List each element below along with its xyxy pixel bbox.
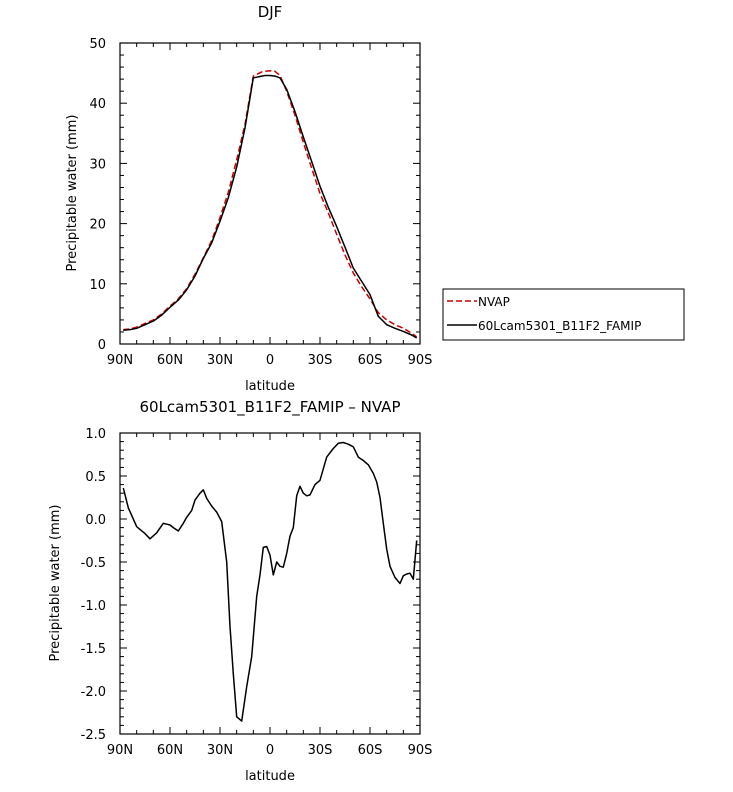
y-tick-label: 1.0 [85,427,106,442]
x-tick-label: 30S [308,353,333,368]
y-tick-label: -1.0 [81,599,106,614]
x-tick-label: 90S [408,353,433,368]
x-tick-label: 30S [308,743,333,758]
x-tick-label: 60N [157,743,183,758]
chart-1: DJF 90N 60N 30N 0 30S 60S 90S 0 10 20 30 40 50 latitud… [65,3,685,394]
y-tick-label: -2.0 [81,685,106,700]
chart-title: 60Lcam5301_B11F2_FAMIP – NVAP [139,398,400,417]
legend-entry: 60Lcam5301_B11F2_FAMIP [478,319,641,333]
y-tick-label: 0 [98,338,106,353]
series-line [122,441,418,722]
plot-frame [119,42,421,345]
y-tick-label: 10 [89,278,106,293]
chart-2: 60Lcam5301_B11F2_FAMIP – NVAP 90N 60N 30N 0 3… [48,398,432,784]
x-axis-label: latitude [245,379,295,394]
y-tick-label: 30 [89,157,106,172]
x-tick-label: 90S [408,743,433,758]
series-line-nvap [123,69,418,338]
chart-title: DJF [258,3,283,21]
legend: NVAP 60Lcam5301_B11F2_FAMIP [442,288,685,341]
x-tick-label: 30N [207,743,233,758]
y-tick-label: 0.5 [85,470,106,485]
y-axis-label: Precipitable water (mm) [48,505,63,662]
y-tick-label: -0.5 [81,556,106,571]
x-tick-label: 90N [107,743,133,758]
x-tick-label: 60N [157,353,183,368]
x-tick-label: 0 [266,353,274,368]
series-line-60lcam5301-b11f2-famip [123,74,418,339]
y-tick-label: 50 [89,37,106,52]
y-tick-label: 40 [89,97,106,112]
x-tick-label: 30N [207,353,233,368]
x-axis-label: latitude [245,769,295,784]
x-tick-label: 60S [358,353,383,368]
y-tick-label: 0.0 [85,513,106,528]
legend-entry: NVAP [478,295,510,309]
y-tick-label: 20 [89,218,106,233]
y-tick-label: -1.5 [81,642,106,657]
y-tick-label: -2.5 [81,728,106,743]
x-tick-label: 90N [107,353,133,368]
legend-box [442,288,685,341]
x-tick-label: 0 [266,743,274,758]
x-tick-label: 60S [358,743,383,758]
y-axis-label: Precipitable water (mm) [65,115,80,272]
